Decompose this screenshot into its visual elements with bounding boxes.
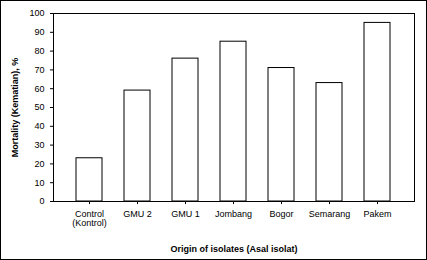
svg-text:100: 100 bbox=[29, 8, 44, 18]
svg-text:Control(Kontrol): Control(Kontrol) bbox=[72, 209, 107, 228]
svg-text:40: 40 bbox=[34, 121, 44, 131]
svg-text:Pakem: Pakem bbox=[363, 209, 391, 219]
svg-text:50: 50 bbox=[34, 102, 44, 112]
svg-text:Mortality (Kematian), %: Mortality (Kematian), % bbox=[10, 58, 20, 158]
svg-text:60: 60 bbox=[34, 84, 44, 94]
svg-text:GMU 1: GMU 1 bbox=[171, 209, 200, 219]
svg-text:Jombang: Jombang bbox=[215, 209, 252, 219]
svg-text:Semarang: Semarang bbox=[309, 209, 351, 219]
svg-text:GMU 2: GMU 2 bbox=[123, 209, 152, 219]
svg-text:0: 0 bbox=[39, 196, 44, 206]
svg-text:30: 30 bbox=[34, 140, 44, 150]
svg-text:90: 90 bbox=[34, 27, 44, 37]
svg-text:Bogor: Bogor bbox=[269, 209, 293, 219]
svg-text:20: 20 bbox=[34, 159, 44, 169]
svg-text:Origin of isolates (Asal isola: Origin of isolates (Asal isolat) bbox=[170, 244, 297, 254]
svg-text:70: 70 bbox=[34, 65, 44, 75]
svg-text:80: 80 bbox=[34, 46, 44, 56]
svg-text:10: 10 bbox=[34, 178, 44, 188]
